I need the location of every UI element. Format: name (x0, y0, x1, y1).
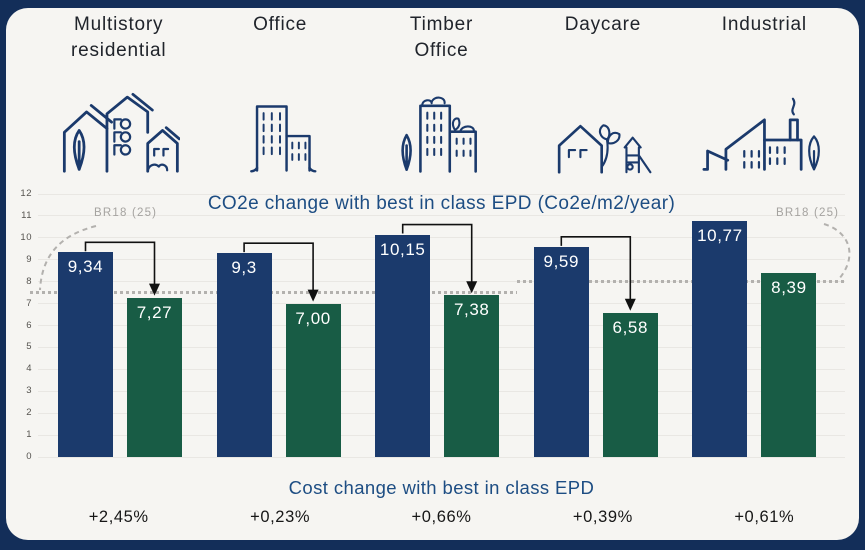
timber-office-icon (394, 68, 490, 174)
building-type-header: Multistory residential Office (38, 12, 845, 174)
bar-value: 9,59 (543, 251, 580, 271)
arrow-head (149, 283, 160, 296)
y-tick-label: 10 (20, 231, 32, 243)
cost-value-industrial: +0,61% (734, 508, 795, 526)
bar-group-office: 9,3 7,00 (216, 194, 341, 457)
br18-label-right: BR18 (25) (776, 207, 840, 219)
factory-icon (701, 68, 827, 174)
y-tick-label: 5 (26, 341, 32, 353)
header-col-multistory-residential: Multistory residential (38, 12, 199, 174)
bar-group-multistory: 9,34 7,27 (58, 194, 182, 457)
bar-value: 8,39 (771, 278, 807, 298)
gridline (38, 346, 845, 348)
y-tick-label: 4 (26, 363, 32, 375)
bar-value: 9,34 (67, 257, 104, 277)
category-label: Timber Office (409, 14, 474, 62)
header-col-daycare: Daycare (522, 12, 683, 174)
gridline (38, 325, 845, 326)
bar-group-timber-office: 10,15 7,38 (375, 194, 500, 457)
bar-value: 6,58 (612, 317, 649, 337)
co2e-bar-chart: 0 1 2 3 4 5 6 7 8 9 10 11 12 CO2e change with best i… (20, 188, 851, 462)
gridline (38, 303, 845, 305)
cost-value-timber-office: +0,66% (411, 508, 472, 526)
gridline (38, 390, 845, 392)
gridline (38, 259, 845, 261)
arrow-connector (243, 242, 314, 291)
br18-line-segment (516, 280, 845, 284)
y-tick-label: 8 (26, 275, 32, 287)
cost-value-office: +0,23% (250, 508, 311, 526)
arrow-head (307, 289, 319, 302)
y-tick-label: 11 (21, 209, 32, 221)
bar-value: 10,77 (697, 226, 743, 245)
bar-green-timber-office: 7,38 (444, 295, 500, 457)
residential-buildings-icon (58, 68, 180, 174)
arrow-head (466, 281, 478, 294)
gridline (38, 215, 845, 217)
cost-title: Cost change with best in class EPD (288, 477, 595, 498)
arrow-connector (84, 241, 156, 285)
bar-green-multistory: 7,27 (127, 297, 182, 457)
y-tick-label: 6 (26, 319, 32, 331)
arrow-head (624, 298, 636, 311)
br18-callout-curve-left (39, 225, 97, 291)
gridline (38, 412, 845, 414)
arrow-connector (560, 236, 632, 300)
bar-group-industrial: 10,77 8,39 (692, 194, 817, 457)
category-label: Industrial (721, 14, 807, 35)
br18-line-segment (30, 291, 517, 295)
bar-group-daycare: 9,59 6,58 (533, 194, 658, 457)
y-tick-label: 2 (26, 407, 32, 419)
category-label: Daycare (564, 14, 642, 35)
bar-value: 7,00 (295, 308, 331, 328)
daycare-house-icon (551, 68, 655, 174)
category-label: Office (253, 14, 308, 35)
office-buildings-icon (239, 68, 321, 174)
header-col-office: Office (199, 12, 360, 174)
cost-change-row: +2,45% +0,23% +0,66% +0,39% +0,61% (38, 508, 845, 527)
y-tick-label: 3 (26, 385, 32, 397)
y-tick-label: 1 (26, 429, 32, 441)
gridline (38, 281, 845, 283)
gridline (38, 368, 845, 370)
cost-value-multistory: +2,45% (88, 508, 149, 526)
y-tick-label: 0 (26, 451, 32, 462)
chart-title: CO2e change with best in class EPD (Co2e… (207, 193, 676, 214)
bar-blue-daycare: 9,59 (533, 246, 589, 457)
y-tick-label: 12 (20, 188, 32, 199)
reduction-arrows (84, 223, 636, 311)
chart-overlay (39, 223, 851, 311)
header-col-timber-office: Timber Office (361, 12, 522, 174)
bar-green-office: 7,00 (285, 303, 341, 457)
y-tick-label: 7 (26, 297, 32, 309)
y-tick-label: 9 (26, 253, 32, 265)
cost-value-daycare: +0,39% (572, 508, 633, 526)
bar-green-daycare: 6,58 (602, 312, 658, 457)
gridline (38, 237, 845, 239)
bar-value: 7,27 (136, 302, 173, 322)
bar-blue-multistory: 9,34 (58, 252, 113, 457)
bar-value: 9,3 (231, 258, 257, 278)
gridline (38, 434, 845, 436)
gridline (38, 456, 845, 458)
bar-blue-timber-office: 10,15 (375, 234, 431, 457)
bar-blue-industrial: 10,77 (692, 221, 748, 457)
bar-value: 10,15 (379, 239, 426, 259)
bar-green-industrial: 8,39 (761, 273, 817, 457)
header-col-industrial: Industrial (684, 12, 845, 174)
category-label: Multistory residential (71, 14, 167, 62)
bar-blue-office: 9,3 (216, 253, 272, 457)
bar-value: 7,38 (453, 300, 490, 320)
gridline (38, 193, 845, 195)
br18-label-left: BR18 (25) (94, 207, 158, 219)
arrow-connector (401, 223, 473, 283)
